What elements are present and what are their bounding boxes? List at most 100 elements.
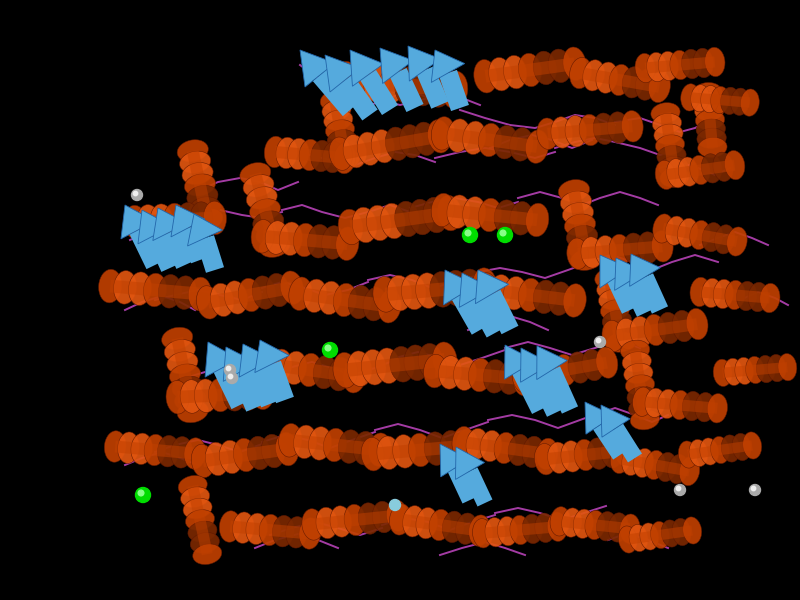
- Ellipse shape: [150, 204, 174, 238]
- Ellipse shape: [574, 509, 594, 538]
- Ellipse shape: [185, 174, 215, 196]
- FancyArrow shape: [187, 214, 222, 246]
- Ellipse shape: [623, 233, 645, 265]
- Ellipse shape: [167, 352, 198, 374]
- FancyArrow shape: [121, 205, 155, 239]
- Ellipse shape: [233, 512, 254, 544]
- Polygon shape: [619, 454, 690, 476]
- FancyArrow shape: [440, 444, 470, 477]
- Ellipse shape: [682, 517, 702, 544]
- Ellipse shape: [548, 282, 571, 316]
- Ellipse shape: [283, 351, 306, 385]
- Ellipse shape: [564, 214, 596, 236]
- Ellipse shape: [334, 283, 357, 317]
- Ellipse shape: [458, 269, 483, 305]
- Ellipse shape: [478, 198, 502, 232]
- Ellipse shape: [522, 514, 542, 544]
- Ellipse shape: [494, 433, 516, 464]
- Polygon shape: [265, 358, 355, 383]
- Circle shape: [390, 499, 401, 511]
- Circle shape: [226, 373, 238, 383]
- Ellipse shape: [178, 401, 208, 423]
- Ellipse shape: [237, 377, 260, 410]
- Ellipse shape: [741, 89, 759, 116]
- Ellipse shape: [474, 59, 497, 93]
- Ellipse shape: [547, 512, 567, 541]
- Polygon shape: [568, 190, 592, 260]
- Ellipse shape: [690, 277, 710, 307]
- Ellipse shape: [658, 52, 678, 80]
- Polygon shape: [290, 434, 381, 456]
- FancyArrow shape: [521, 348, 551, 382]
- Ellipse shape: [594, 113, 615, 145]
- Ellipse shape: [624, 363, 653, 383]
- Ellipse shape: [665, 216, 686, 245]
- Ellipse shape: [363, 64, 390, 102]
- Ellipse shape: [186, 509, 214, 530]
- Ellipse shape: [604, 321, 634, 341]
- Ellipse shape: [512, 362, 534, 393]
- Ellipse shape: [620, 514, 640, 544]
- Ellipse shape: [678, 157, 698, 186]
- Ellipse shape: [522, 436, 544, 467]
- Ellipse shape: [682, 391, 702, 421]
- Ellipse shape: [222, 377, 246, 411]
- Ellipse shape: [114, 271, 137, 304]
- Ellipse shape: [609, 234, 631, 266]
- Ellipse shape: [602, 310, 631, 331]
- Ellipse shape: [399, 125, 423, 158]
- Ellipse shape: [289, 277, 312, 310]
- Ellipse shape: [681, 84, 699, 111]
- Polygon shape: [230, 521, 310, 539]
- Ellipse shape: [302, 509, 323, 540]
- Ellipse shape: [510, 128, 533, 161]
- Polygon shape: [340, 130, 440, 160]
- Ellipse shape: [693, 48, 714, 77]
- Ellipse shape: [279, 222, 302, 256]
- Ellipse shape: [170, 364, 201, 386]
- Ellipse shape: [352, 207, 377, 243]
- Ellipse shape: [269, 349, 292, 383]
- Ellipse shape: [299, 518, 321, 549]
- Polygon shape: [577, 241, 663, 260]
- Ellipse shape: [442, 71, 468, 109]
- Ellipse shape: [243, 175, 274, 197]
- Ellipse shape: [310, 140, 333, 172]
- Ellipse shape: [563, 47, 586, 80]
- Ellipse shape: [696, 119, 726, 139]
- Ellipse shape: [423, 197, 448, 233]
- Ellipse shape: [714, 225, 735, 254]
- Ellipse shape: [485, 518, 506, 547]
- Ellipse shape: [570, 248, 602, 271]
- Ellipse shape: [357, 132, 381, 166]
- FancyArrow shape: [431, 50, 465, 82]
- Ellipse shape: [163, 203, 186, 237]
- Ellipse shape: [596, 62, 618, 94]
- Ellipse shape: [362, 349, 386, 385]
- Circle shape: [750, 485, 761, 496]
- Ellipse shape: [537, 118, 558, 149]
- Circle shape: [596, 338, 601, 343]
- Ellipse shape: [424, 355, 446, 388]
- Polygon shape: [442, 203, 538, 226]
- Polygon shape: [522, 357, 608, 383]
- Ellipse shape: [732, 433, 751, 461]
- Ellipse shape: [316, 507, 338, 539]
- Ellipse shape: [534, 280, 557, 314]
- Ellipse shape: [630, 316, 652, 347]
- Ellipse shape: [203, 201, 226, 235]
- Ellipse shape: [601, 300, 630, 320]
- Ellipse shape: [444, 271, 469, 306]
- Circle shape: [135, 487, 150, 503]
- Ellipse shape: [597, 512, 617, 541]
- Ellipse shape: [714, 359, 732, 386]
- Ellipse shape: [534, 51, 557, 85]
- Ellipse shape: [670, 391, 690, 419]
- Ellipse shape: [650, 521, 670, 548]
- Ellipse shape: [361, 437, 384, 471]
- Ellipse shape: [561, 440, 582, 472]
- Ellipse shape: [129, 272, 152, 305]
- Ellipse shape: [714, 280, 734, 308]
- Ellipse shape: [266, 274, 290, 307]
- Ellipse shape: [710, 436, 730, 464]
